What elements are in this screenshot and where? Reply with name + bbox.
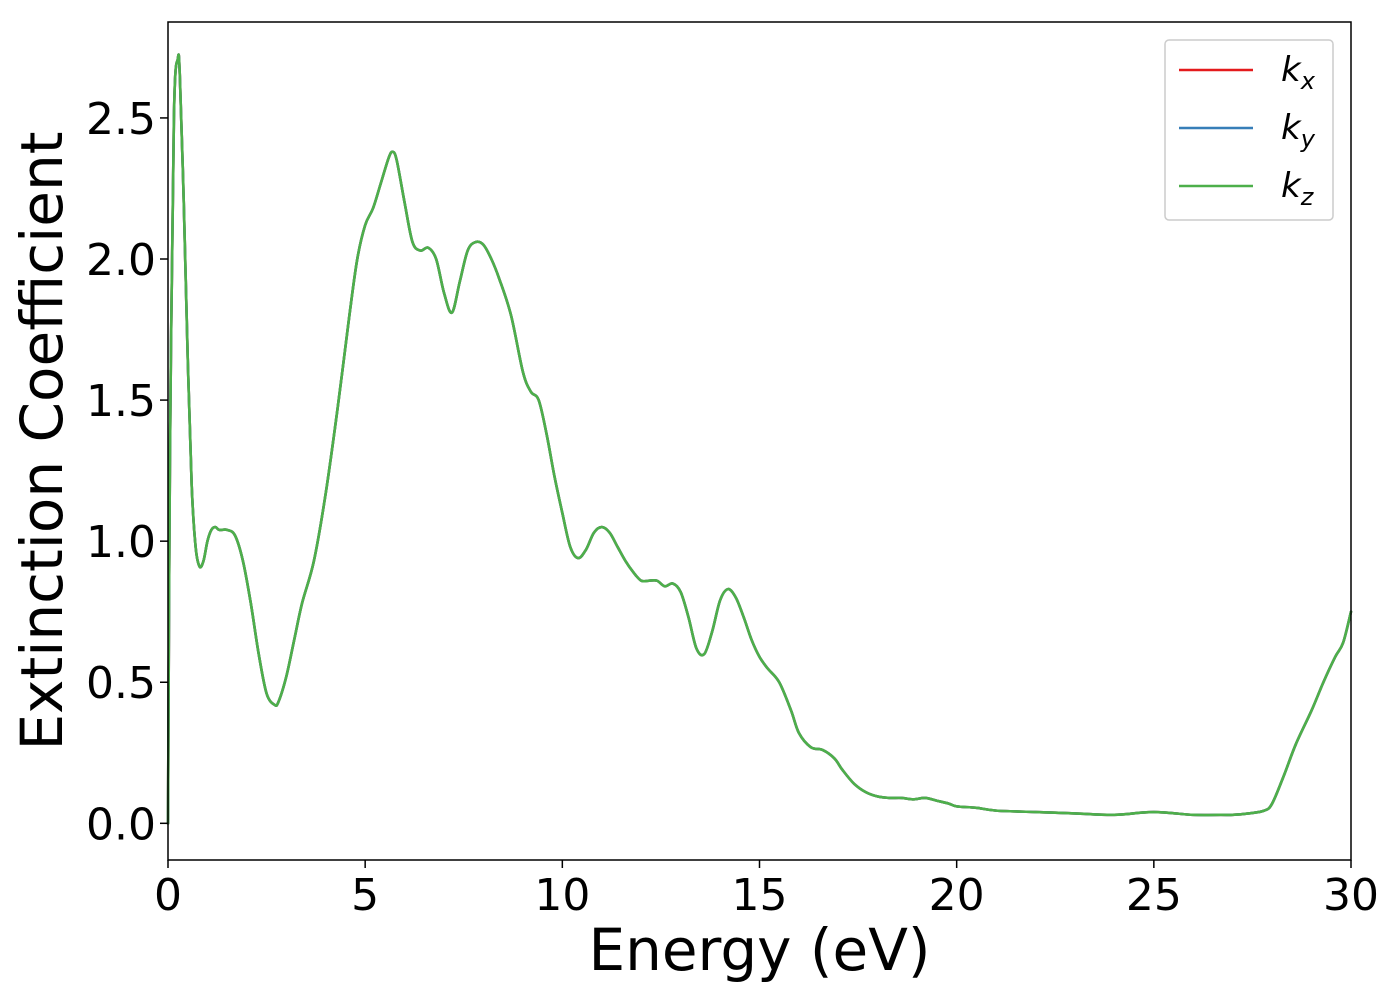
x-tick-label: 5 bbox=[351, 870, 379, 921]
x-tick-label: 15 bbox=[732, 870, 788, 921]
series-layer bbox=[166, 53, 1353, 825]
legend: kx ky kz bbox=[1164, 39, 1334, 221]
x-axis-label: Energy (eV) bbox=[588, 916, 930, 984]
series-line-kz bbox=[166, 53, 1353, 825]
legend-label-kz: kz bbox=[1281, 166, 1315, 211]
x-axis-ticks: 0 5 10 15 20 25 30 bbox=[154, 860, 1379, 921]
y-tick-label: 0.0 bbox=[86, 799, 156, 850]
plot-background bbox=[168, 22, 1351, 860]
y-tick-label: 1.0 bbox=[86, 517, 156, 568]
y-tick-label: 2.5 bbox=[86, 94, 156, 145]
legend-label-ky: ky bbox=[1281, 108, 1316, 153]
x-tick-label: 25 bbox=[1126, 870, 1182, 921]
x-tick-label: 0 bbox=[154, 870, 182, 921]
x-tick-label: 30 bbox=[1323, 870, 1379, 921]
y-tick-label: 0.5 bbox=[86, 658, 156, 709]
y-axis-label: Extinction Coefficient bbox=[8, 132, 76, 751]
legend-frame bbox=[1164, 39, 1334, 221]
x-tick-label: 20 bbox=[929, 870, 985, 921]
y-tick-label: 2.0 bbox=[86, 235, 156, 286]
legend-label-kx: kx bbox=[1281, 50, 1316, 95]
y-axis-ticks: 0.0 0.5 1.0 1.5 2.0 2.5 bbox=[86, 94, 168, 850]
x-tick-label: 10 bbox=[534, 870, 590, 921]
y-tick-label: 1.5 bbox=[86, 376, 156, 427]
